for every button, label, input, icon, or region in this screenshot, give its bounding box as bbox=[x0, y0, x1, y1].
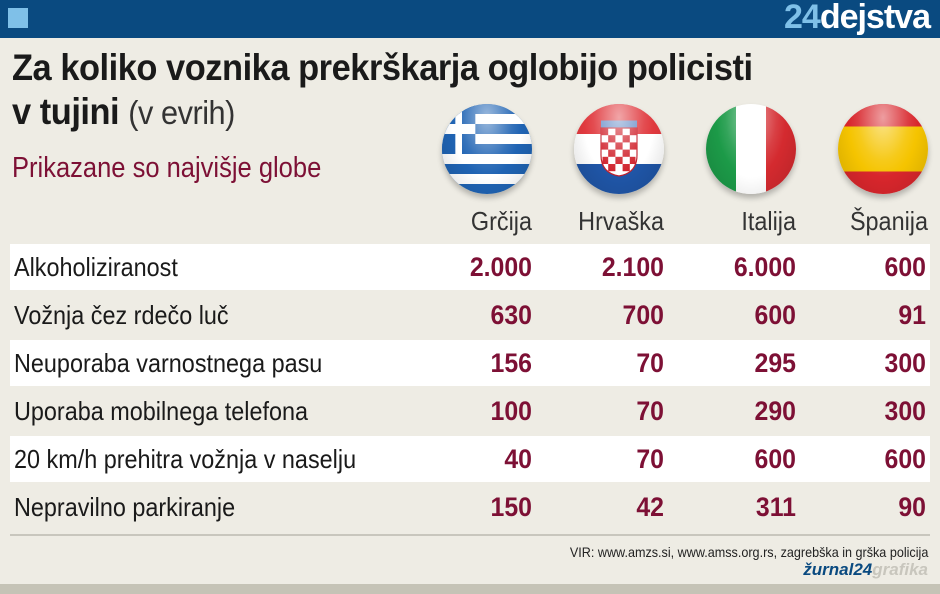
column-header-italy: Italija bbox=[741, 206, 796, 236]
value-greece: 40 bbox=[504, 444, 532, 474]
subtitle: Prikazane so najvišje globe bbox=[12, 152, 322, 184]
table-row: Uporaba mobilnega telefona 100 70 290 30… bbox=[10, 388, 930, 434]
spain-flag-icon bbox=[838, 104, 928, 194]
credit-logo: žurnal24grafika bbox=[803, 560, 928, 580]
value-italy: 295 bbox=[754, 348, 796, 378]
title-line-1: Za koliko voznika prekrškarja oglobijo p… bbox=[12, 47, 753, 88]
title-line-2: v tujini (v evrih) bbox=[12, 90, 753, 135]
credit-bold: žurnal24 bbox=[803, 560, 873, 579]
source-note: VIR: www.amzs.si, www.amss.org.rs, zagre… bbox=[569, 544, 928, 560]
divider bbox=[10, 534, 930, 536]
value-spain: 300 bbox=[884, 348, 926, 378]
value-italy: 600 bbox=[754, 300, 796, 330]
row-label: Uporaba mobilnega telefona bbox=[14, 396, 309, 426]
title-line-2-bold: v tujini bbox=[12, 91, 120, 132]
table-row: Neuporaba varnostnega pasu 156 70 295 30… bbox=[10, 340, 930, 386]
value-italy: 600 bbox=[754, 444, 796, 474]
brand-square-icon bbox=[8, 8, 28, 28]
value-spain: 300 bbox=[884, 396, 926, 426]
table-row: Alkoholiziranost 2.000 2.100 6.000 600 bbox=[10, 244, 930, 290]
value-croatia: 70 bbox=[636, 444, 664, 474]
value-croatia: 700 bbox=[622, 300, 664, 330]
value-croatia: 70 bbox=[636, 396, 664, 426]
value-croatia: 42 bbox=[636, 492, 664, 522]
value-spain: 600 bbox=[884, 252, 926, 282]
value-greece: 2.000 bbox=[469, 252, 532, 282]
croatia-flag-icon bbox=[574, 104, 664, 194]
column-header-croatia: Hrvaška bbox=[578, 206, 664, 236]
row-label: Alkoholiziranost bbox=[14, 252, 178, 282]
brand-logo: 24dejstva bbox=[783, 0, 931, 37]
table-row: 20 km/h prehitra vožnja v naselju 40 70 … bbox=[10, 436, 930, 482]
value-italy: 6.000 bbox=[733, 252, 796, 282]
value-spain: 600 bbox=[884, 444, 926, 474]
value-greece: 100 bbox=[490, 396, 532, 426]
row-label: Vožnja čez rdečo luč bbox=[14, 300, 229, 330]
table-row: Nepravilno parkiranje 150 42 311 90 bbox=[10, 484, 930, 530]
table-row: Vožnja čez rdečo luč 630 700 600 91 bbox=[10, 292, 930, 338]
brand-number: 24 bbox=[783, 0, 821, 36]
value-spain: 91 bbox=[898, 300, 926, 330]
value-greece: 150 bbox=[490, 492, 532, 522]
header-bar: 24dejstva bbox=[0, 0, 940, 38]
value-croatia: 70 bbox=[636, 348, 664, 378]
page-title: Za koliko voznika prekrškarja oglobijo p… bbox=[12, 46, 753, 135]
row-label: Neuporaba varnostnega pasu bbox=[14, 348, 323, 378]
credit-light: grafika bbox=[872, 560, 928, 579]
title-unit: (v evrih) bbox=[128, 94, 235, 131]
value-italy: 290 bbox=[754, 396, 796, 426]
value-greece: 630 bbox=[490, 300, 532, 330]
bottom-bar bbox=[0, 584, 940, 594]
row-label: Nepravilno parkiranje bbox=[14, 492, 236, 522]
value-greece: 156 bbox=[490, 348, 532, 378]
value-spain: 90 bbox=[898, 492, 926, 522]
italy-flag-icon bbox=[706, 104, 796, 194]
value-croatia: 2.100 bbox=[601, 252, 664, 282]
column-header-greece: Grčija bbox=[470, 206, 532, 236]
row-label: 20 km/h prehitra vožnja v naselju bbox=[14, 444, 357, 474]
value-italy: 311 bbox=[755, 492, 796, 522]
brand-word: dejstva bbox=[819, 0, 931, 36]
column-header-spain: Španija bbox=[849, 206, 928, 236]
greece-flag-icon bbox=[442, 104, 532, 194]
